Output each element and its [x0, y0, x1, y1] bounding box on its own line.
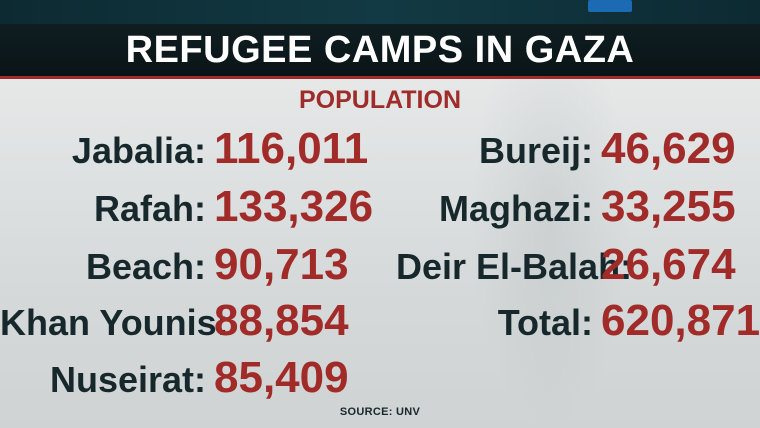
camp-label: Nuseirat: [49, 359, 206, 400]
map-background [470, 79, 630, 428]
subtitle: POPULATION [298, 86, 462, 114]
camp-value: 133,326 [214, 182, 374, 231]
top-strip [0, 0, 760, 24]
camp-label: Beach: [85, 246, 206, 287]
camp-value: 33,255 [601, 182, 736, 231]
page-title: REFUGEE CAMPS IN GAZA [125, 28, 635, 71]
camp-label: Maghazi: [438, 188, 593, 229]
camp-label: Jabalia: [71, 130, 206, 171]
camp-label: Bureij: [478, 130, 593, 171]
total-value: 620,871 [601, 296, 760, 345]
total-row: Total: 620,871 [396, 296, 760, 345]
title-bar: REFUGEE CAMPS IN GAZA [0, 24, 760, 79]
camp-value: 26,674 [601, 240, 736, 289]
camp-row-nuseirat: Nuseirat: 85,409 [0, 353, 349, 402]
camp-value: 116,011 [214, 124, 369, 173]
camp-value: 85,409 [214, 353, 349, 402]
camp-label: Rafah: [93, 188, 206, 229]
camp-value: 90,713 [214, 240, 349, 289]
camp-row-rafah: Rafah: 133,326 [0, 182, 374, 231]
source-note: SOURCE: UNV [339, 406, 421, 418]
camp-label: Khan Younis: [0, 302, 229, 343]
camp-value: 46,629 [601, 124, 736, 173]
blue-glow-decoration [588, 0, 632, 12]
camp-row-jabalia: Jabalia: 116,011 [0, 124, 369, 173]
camp-row-khan-younis: Khan Younis: 88,854 [0, 296, 349, 345]
camp-row-deir-el-balah: Deir El-Balah: 26,674 [396, 240, 736, 289]
camp-value: 88,854 [214, 296, 349, 345]
content-panel [0, 79, 760, 428]
camp-row-beach: Beach: 90,713 [0, 240, 349, 289]
total-label: Total: [497, 302, 593, 343]
camp-row-maghazi: Maghazi: 33,255 [396, 182, 736, 231]
camp-label: Deir El-Balah: [396, 246, 633, 287]
camp-row-bureij: Bureij: 46,629 [396, 124, 736, 173]
